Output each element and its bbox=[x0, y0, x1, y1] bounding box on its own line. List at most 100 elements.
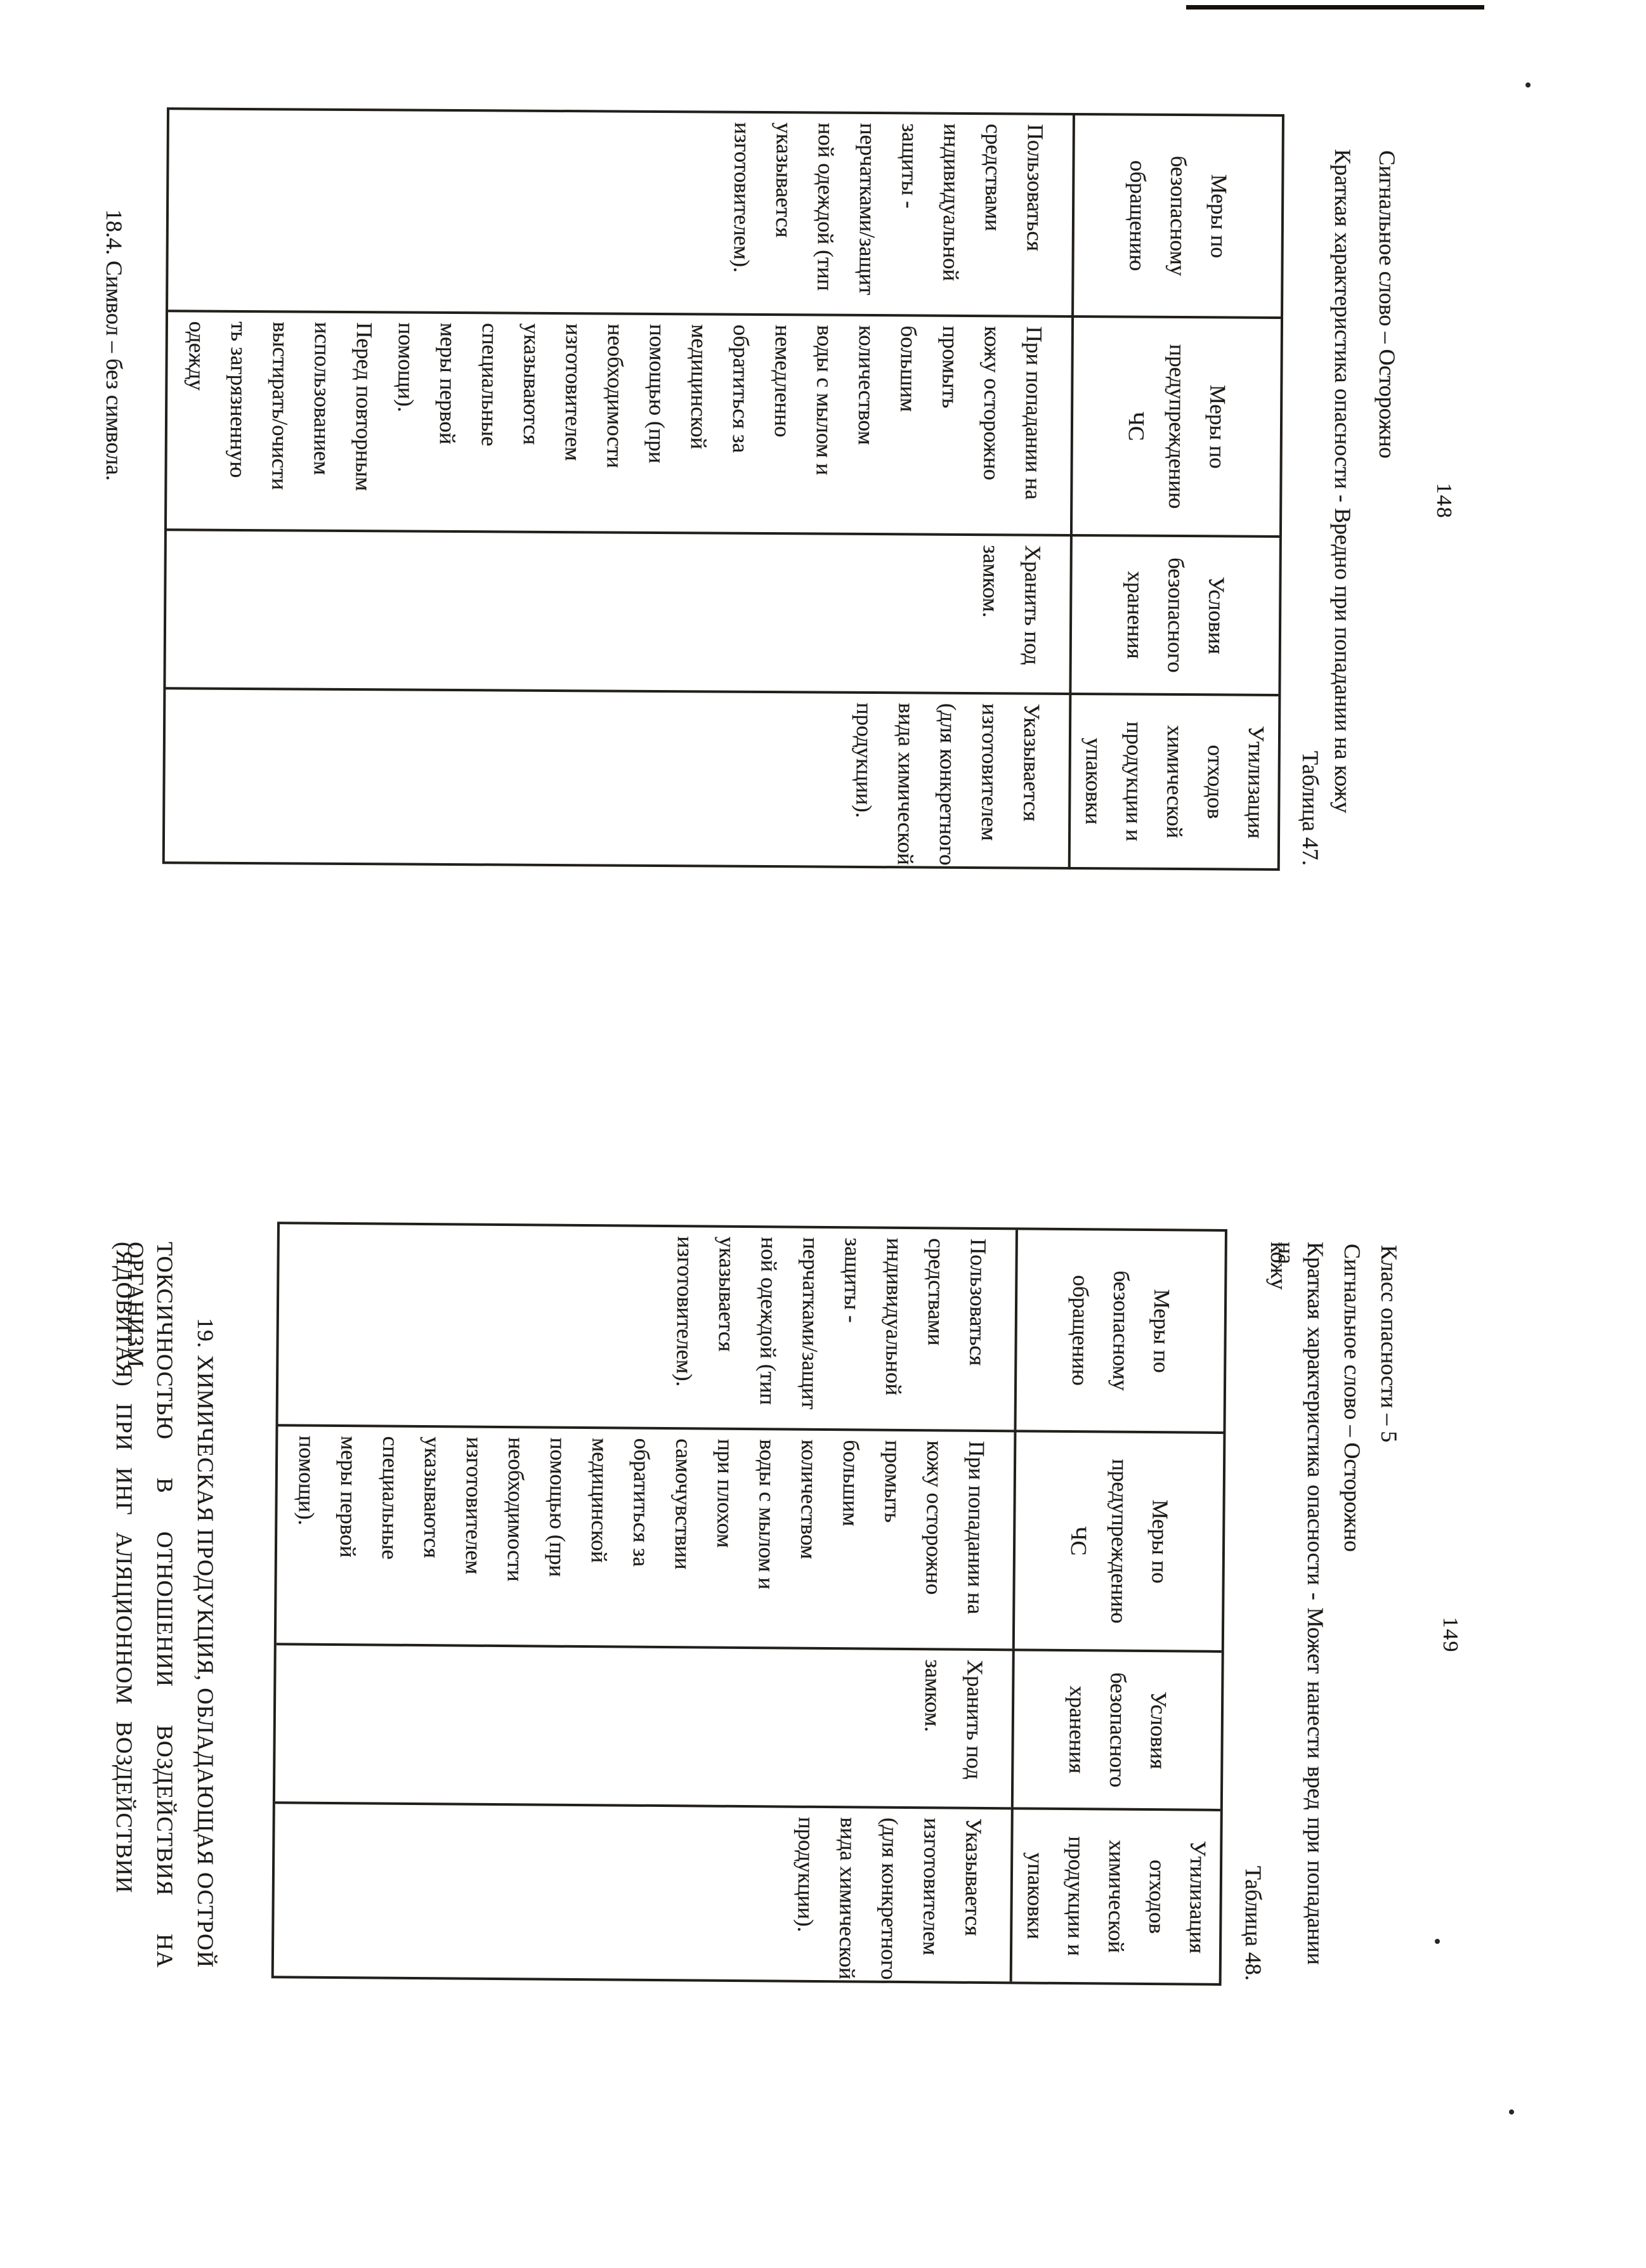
table-cell-text-line: (для конкретного bbox=[876, 1817, 903, 1980]
table-cell-text-line: необходимости bbox=[602, 323, 628, 469]
table-cell-text-line: изготовителем bbox=[460, 1437, 487, 1575]
cell-safe-handling: Пользоваться средствами индивидуальной защи… bbox=[168, 110, 1073, 315]
table-cell-text-line: изготовителем). bbox=[729, 122, 755, 273]
table-cell-text-line: медицинской bbox=[686, 324, 712, 450]
page-number: 149 bbox=[1439, 1617, 1462, 1653]
table-cell-text-line: ЧС bbox=[1066, 1526, 1092, 1556]
table-cell-text-line: Меры по bbox=[1149, 1289, 1175, 1373]
table-cell-text-line: хранения bbox=[1064, 1685, 1090, 1774]
table-cell-text-line: Перед повторным bbox=[351, 322, 377, 492]
table-header-disposal: Утилизация отходов химической продукции и уп… bbox=[1009, 1807, 1220, 1983]
table-cell-text-line: помощью (при bbox=[544, 1437, 571, 1577]
cell-storage-conditions: Хранить под замком. bbox=[166, 528, 1070, 693]
table-cell-text-line: предупреждению bbox=[1106, 1459, 1133, 1624]
table-header-emergency-measures: Меры по предупреждению ЧС bbox=[1069, 315, 1281, 535]
table-cell-text-line: необходимости bbox=[502, 1437, 529, 1582]
table-cell-text-line: кожу осторожно bbox=[921, 1440, 948, 1595]
table-cell-text-line: Хранить под bbox=[962, 1659, 988, 1780]
table-cell-text-line: средствами bbox=[980, 124, 1006, 231]
table-cell-text-line: безопасного bbox=[1105, 1672, 1131, 1788]
table-cell-text-line: Условия bbox=[1203, 577, 1229, 655]
table-cell-text-line: Хранить под bbox=[1019, 545, 1045, 665]
table-cell-text-line: промыть bbox=[937, 325, 963, 408]
table-cell-text-line: помощи). bbox=[294, 1435, 320, 1526]
cell-emergency-measures: При попадании на кожу осторожно промыть бол… bbox=[166, 310, 1072, 534]
table-cell-text-line: изготовителем bbox=[560, 323, 586, 461]
table-caption: Таблица 47. bbox=[1298, 751, 1323, 866]
table-cell-text-line: воды с мылом и bbox=[811, 325, 837, 476]
table-cell-text-line: упаковки bbox=[1022, 1852, 1048, 1939]
hazard-brief-line: Краткая характеристика опасности - Вредн… bbox=[1330, 149, 1355, 814]
table-cell-text-line: специальные bbox=[377, 1436, 403, 1560]
table-cell-text-line: безопасному bbox=[1165, 155, 1191, 277]
table-header-safe-handling: Меры по безопасному обращению bbox=[1014, 1230, 1225, 1431]
table-cell-text-line: большим bbox=[896, 325, 921, 412]
table-cell-text-line: Утилизация bbox=[1185, 1841, 1211, 1954]
table-cell-text-line: Утилизация bbox=[1243, 726, 1269, 839]
table-cell-text-line: ть загрязненную bbox=[225, 321, 251, 478]
table-cell-text-line: обращению bbox=[1068, 1275, 1094, 1386]
table-cell-text-line: замком. bbox=[978, 545, 1003, 618]
table-cell-text-line: при плохом bbox=[712, 1438, 738, 1548]
table-cell-text-line: химической bbox=[1162, 725, 1188, 838]
table-cell-text-line: помощи). bbox=[393, 322, 419, 412]
table-cell-text-line: кожу осторожно bbox=[979, 326, 1005, 481]
table-cell-text-line: средствами bbox=[923, 1238, 949, 1346]
table-cell-text-line: воды с мылом и bbox=[754, 1439, 780, 1590]
hazard-table-48: Меры по безопасному обращению Меры по преду… bbox=[271, 1222, 1227, 1986]
table-cell-text-line: большим bbox=[838, 1440, 864, 1527]
table-cell-text-line: указывается bbox=[714, 1236, 740, 1352]
cell-safe-handling: Пользоваться средствами индивидуальной защи… bbox=[278, 1224, 1016, 1430]
table-cell-text-line: При попадании на bbox=[963, 1440, 990, 1615]
table-cell-text-line: изготовителем bbox=[918, 1818, 944, 1956]
table-cell-text-line: отходов bbox=[1144, 1860, 1170, 1934]
signal-word-line: Сигнальное слово – Осторожно bbox=[1375, 150, 1400, 459]
table-cell-text-line: замком. bbox=[920, 1659, 946, 1732]
table-cell-text-line: вида химической bbox=[834, 1817, 861, 1979]
table-cell-text-line: продукции). bbox=[793, 1816, 819, 1932]
table-cell-text-line: Пользоваться bbox=[965, 1238, 991, 1366]
table-cell-text-line: обратиться за bbox=[628, 1438, 655, 1567]
table-cell-text-line: количеством bbox=[853, 325, 879, 445]
table-cell-text-line: При попадании на bbox=[1021, 326, 1047, 500]
table-header-storage-conditions: Условия безопасного хранения bbox=[1069, 533, 1279, 694]
table-cell-text-line: индивидуальной bbox=[938, 123, 964, 282]
page-148: 148 Сигнальное слово – Осторожно Краткая… bbox=[101, 5, 1531, 871]
table-cell-text-line: перчатками/защит bbox=[797, 1237, 823, 1410]
symbol-note-line: 18.4. Символ – без символа. bbox=[101, 209, 127, 481]
table-cell-text-line: Условия bbox=[1146, 1691, 1172, 1769]
table-header-disposal: Утилизация отходов химической продукции и уп… bbox=[1068, 692, 1279, 868]
table-cell-text-line: использованием bbox=[309, 322, 335, 476]
table-cell-text-line: указывается bbox=[771, 122, 797, 238]
table-cell-text-line: выстирать/очисти bbox=[267, 322, 293, 490]
table-cell-text-line: обращению bbox=[1125, 160, 1151, 271]
table-cell-text-line: (для конкретного bbox=[934, 703, 961, 866]
section-heading-line-3: (ЯДОВИТАЯ) ПРИ ИНГ АЛЯЦИОННОМ ВОЗДЕЙСТВИ… bbox=[112, 1242, 137, 1894]
table-cell-text-line: продукции и bbox=[1121, 721, 1147, 842]
table-cell-text-line: количеством bbox=[795, 1439, 822, 1560]
table-cell-text-line: индивидуальной bbox=[880, 1237, 907, 1396]
table-cell-text-line: безопасному bbox=[1107, 1270, 1134, 1391]
cell-storage-conditions: Хранить под замком. bbox=[275, 1643, 1012, 1808]
table-cell-text-line: ной одеждой (тип bbox=[755, 1237, 781, 1405]
hazard-brief-line-1: Краткая характеристика опасности - Может… bbox=[1274, 1242, 1328, 1965]
table-cell-text-line: промыть bbox=[880, 1440, 906, 1523]
table-cell-text-line: указываются bbox=[518, 323, 544, 445]
hazard-class-line: Класс опасности – 5 bbox=[1376, 1245, 1402, 1443]
cell-emergency-measures: При попадании на кожу осторожно промыть бол… bbox=[276, 1424, 1014, 1649]
table-cell-text-line: ной одеждой (тип bbox=[813, 122, 839, 291]
page-149: 149 Класс опасности – 5 Сигнальное слово… bbox=[0, 1134, 1646, 2268]
table-cell-text-line: безопасного bbox=[1163, 557, 1189, 673]
table-cell-text-line: перчатками/защит bbox=[854, 122, 880, 296]
table-cell-text-line: отходов bbox=[1203, 745, 1228, 819]
table-cell-text-line: упаковки bbox=[1081, 738, 1106, 825]
table-cell-text-line: ЧС bbox=[1123, 411, 1149, 441]
table-cell-text-line: продукции и bbox=[1062, 1836, 1089, 1957]
table-cell-text-line: защиты - bbox=[839, 1237, 865, 1323]
table-header-storage-conditions: Условия безопасного хранения bbox=[1010, 1648, 1222, 1809]
table-cell-text-line: Меры по bbox=[1147, 1499, 1173, 1584]
table-cell-text-line: одежду bbox=[184, 321, 209, 391]
table-cell-text-line: Меры по bbox=[1205, 384, 1231, 469]
table-caption: Таблица 48. bbox=[1241, 1866, 1266, 1981]
